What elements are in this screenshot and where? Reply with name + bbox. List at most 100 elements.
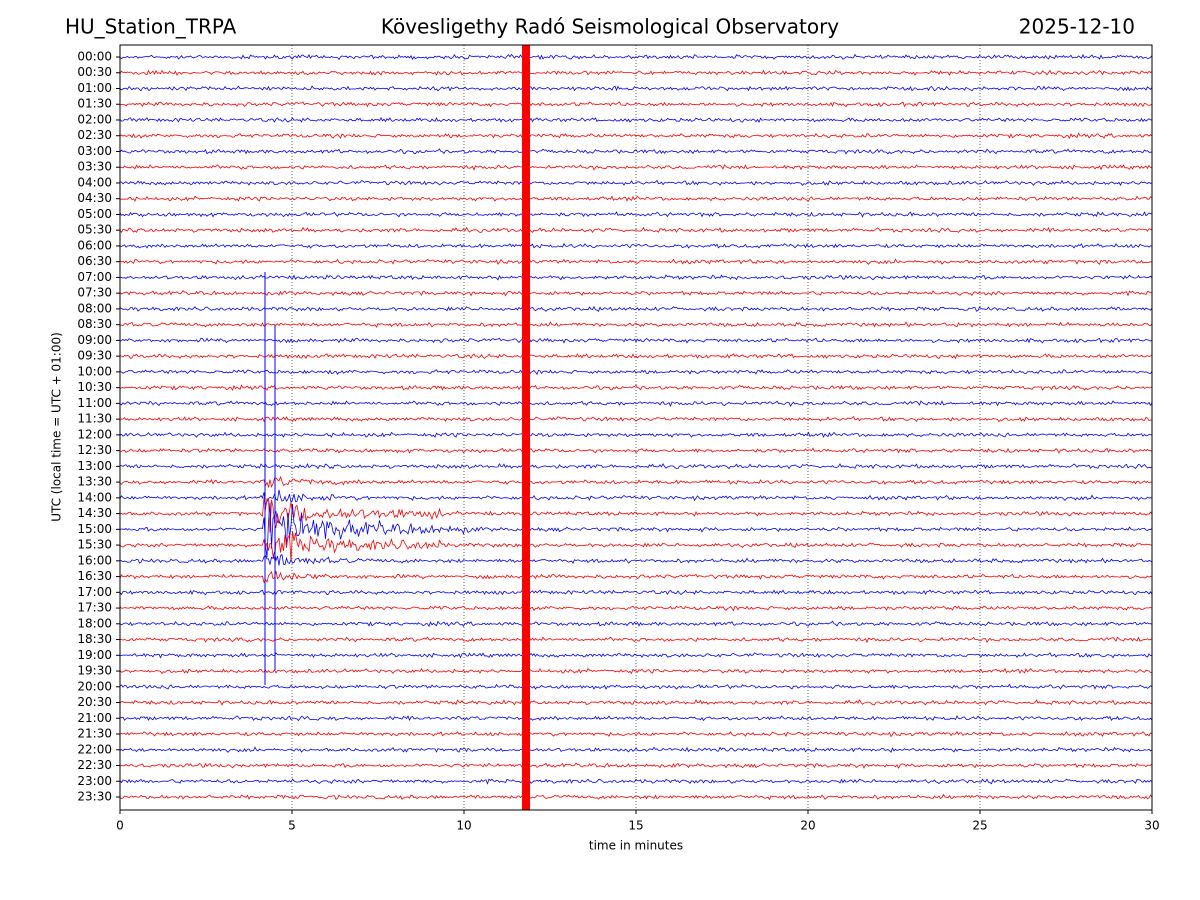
y-tick-label: 23:30 (77, 790, 112, 804)
x-axis-label: time in minutes (589, 839, 683, 853)
trace (119, 683, 1153, 690)
y-tick-label: 18:00 (77, 616, 112, 630)
trace (119, 489, 1153, 507)
trace (119, 715, 1153, 722)
trace (119, 462, 1153, 470)
trace (119, 101, 1153, 108)
y-tick-label: 16:00 (77, 553, 112, 567)
trace (119, 289, 1153, 297)
trace (119, 353, 1153, 360)
y-tick-label: 01:00 (77, 81, 112, 95)
trace (119, 369, 1153, 376)
y-tick-label: 00:00 (77, 50, 112, 64)
y-tick-label: 09:00 (77, 333, 112, 347)
trace (119, 447, 1153, 454)
y-tick-label: 11:30 (77, 412, 112, 426)
y-tick-label: 12:30 (77, 443, 112, 457)
y-tick-label: 00:30 (77, 65, 112, 79)
trace (119, 699, 1153, 706)
y-tick-label: 11:00 (77, 396, 112, 410)
y-tick-label: 08:00 (77, 301, 112, 315)
trace (119, 179, 1153, 187)
y-tick-label: 03:30 (77, 160, 112, 174)
trace (119, 589, 1153, 596)
trace (119, 164, 1153, 171)
trace (119, 605, 1153, 612)
trace (119, 502, 1153, 558)
y-tick-label: 15:30 (77, 538, 112, 552)
y-tick-label: 15:00 (77, 522, 112, 536)
glitch-band (522, 45, 530, 810)
y-tick-label: 02:00 (77, 112, 112, 126)
trace (119, 148, 1153, 155)
y-tick-label: 12:00 (77, 427, 112, 441)
y-tick-label: 07:00 (77, 270, 112, 284)
x-tick-label: 20 (800, 819, 815, 833)
y-tick-label: 17:00 (77, 585, 112, 599)
y-tick-label: 21:30 (77, 727, 112, 741)
y-axis-label: UTC (local time = UTC + 01:00) (50, 332, 64, 522)
trace (119, 762, 1153, 769)
trace (119, 321, 1153, 328)
y-tick-label: 10:00 (77, 364, 112, 378)
y-tick-label: 18:30 (77, 632, 112, 646)
trace (119, 400, 1153, 408)
y-tick-label: 20:00 (77, 679, 112, 693)
y-tick-label: 02:30 (77, 128, 112, 142)
trace (120, 415, 1152, 423)
trace (119, 667, 1153, 675)
x-tick-label: 5 (288, 819, 296, 833)
trace (119, 778, 1153, 785)
trace (119, 551, 1153, 566)
trace (119, 226, 1153, 234)
trace (119, 636, 1153, 644)
trace (120, 195, 1153, 202)
y-tick-label: 22:00 (77, 742, 112, 756)
y-tick-label: 14:30 (77, 506, 112, 520)
y-tick-label: 22:30 (77, 758, 112, 772)
y-tick-label: 05:00 (77, 207, 112, 221)
x-tick-label: 0 (116, 819, 124, 833)
y-tick-label: 10:30 (77, 380, 112, 394)
trace (119, 274, 1153, 281)
trace (119, 570, 1153, 584)
trace (119, 531, 1153, 562)
y-tick-label: 04:30 (77, 191, 112, 205)
y-tick-label: 21:00 (77, 711, 112, 725)
trace (119, 652, 1153, 659)
trace (119, 69, 1153, 76)
x-tick-label: 25 (972, 819, 987, 833)
y-tick-label: 07:30 (77, 286, 112, 300)
y-tick-label: 01:30 (77, 97, 112, 111)
y-tick-label: 14:00 (77, 490, 112, 504)
trace (119, 117, 1153, 124)
x-tick-label: 30 (1144, 819, 1159, 833)
y-tick-label: 06:00 (77, 238, 112, 252)
trace (119, 337, 1153, 344)
trace (119, 242, 1153, 249)
station-title: HU_Station_TRPA (65, 15, 237, 39)
y-tick-label: 09:30 (77, 349, 112, 363)
trace (119, 731, 1153, 738)
date-title: 2025-12-10 (1019, 15, 1135, 39)
trace (119, 431, 1153, 438)
y-tick-label: 05:30 (77, 223, 112, 237)
y-tick-label: 13:00 (77, 459, 112, 473)
trace (119, 305, 1153, 312)
x-tick-label: 10 (456, 819, 471, 833)
trace (119, 475, 1153, 489)
y-tick-label: 06:30 (77, 254, 112, 268)
y-tick-label: 13:30 (77, 475, 112, 489)
trace (119, 258, 1153, 265)
traces (119, 45, 1153, 810)
y-tick-label: 19:00 (77, 648, 112, 662)
trace (119, 384, 1153, 392)
y-tick-label: 17:30 (77, 601, 112, 615)
chart-title: Kövesligethy Radó Seismological Observat… (381, 15, 839, 39)
y-tick-label: 23:00 (77, 774, 112, 788)
y-tick-label: 19:30 (77, 664, 112, 678)
y-tick-label: 16:30 (77, 569, 112, 583)
trace (119, 132, 1153, 140)
trace (119, 746, 1153, 753)
